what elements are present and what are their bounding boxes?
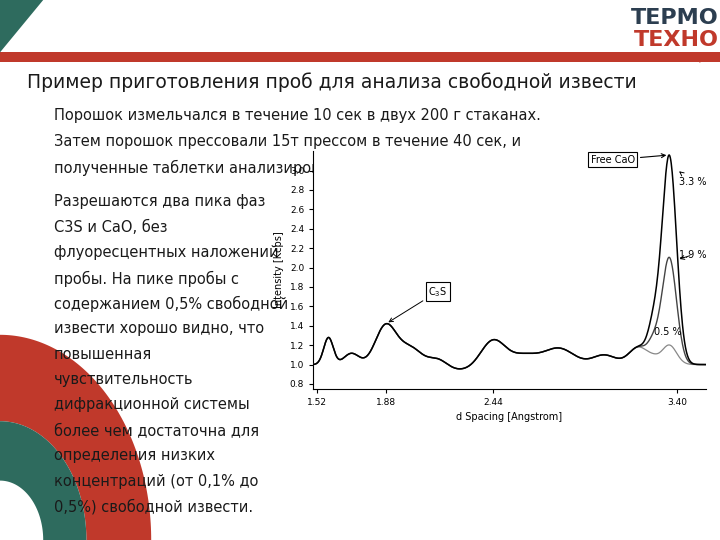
Text: ТЕХНО: ТЕХНО xyxy=(634,30,719,50)
Text: 3.3 %: 3.3 % xyxy=(679,172,706,187)
Text: флуоресцентных наложений: флуоресцентных наложений xyxy=(54,245,279,260)
Bar xyxy=(0,0,720,62)
Text: Free CaO: Free CaO xyxy=(590,154,665,165)
Polygon shape xyxy=(0,335,151,540)
Text: Пример приготовления проб для анализа свободной извести: Пример приготовления проб для анализа св… xyxy=(27,72,637,91)
Y-axis label: Intensity [Kcps]: Intensity [Kcps] xyxy=(274,232,284,308)
Polygon shape xyxy=(0,0,43,52)
Text: Больше чем измерение: Больше чем измерение xyxy=(641,58,719,63)
Bar xyxy=(0,52,720,62)
X-axis label: d Spacing [Angstrom]: d Spacing [Angstrom] xyxy=(456,413,562,422)
Text: определения низких: определения низких xyxy=(54,448,215,463)
Text: более чем достаточна для: более чем достаточна для xyxy=(54,423,259,438)
Text: C$_3$S: C$_3$S xyxy=(390,285,447,322)
Text: полученные таблетки анализировали на приборе ARL 9800.: полученные таблетки анализировали на при… xyxy=(54,160,520,176)
Text: Порошок измельчался в течение 10 сек в двух 200 г стаканах.: Порошок измельчался в течение 10 сек в д… xyxy=(54,108,541,123)
Text: повышенная: повышенная xyxy=(54,347,152,362)
Text: C3S и CaO, без: C3S и CaO, без xyxy=(54,220,168,235)
Polygon shape xyxy=(0,421,86,540)
Text: чувствительность: чувствительность xyxy=(54,372,194,387)
Text: Разрешаются два пика фаз: Разрешаются два пика фаз xyxy=(54,194,266,210)
Text: концентраций (от 0,1% до: концентраций (от 0,1% до xyxy=(54,474,258,489)
Text: 0,5%) свободной извести.: 0,5%) свободной извести. xyxy=(54,499,253,515)
Text: ТЕРМО: ТЕРМО xyxy=(631,8,719,28)
Text: дифракционной системы: дифракционной системы xyxy=(54,397,250,413)
Text: 1.9 %: 1.9 % xyxy=(679,250,706,260)
Text: 0.5 %: 0.5 % xyxy=(654,327,682,338)
Text: содержанием 0,5% свободной: содержанием 0,5% свободной xyxy=(54,296,288,312)
Text: пробы. На пике пробы с: пробы. На пике пробы с xyxy=(54,271,239,287)
Text: извести хорошо видно, что: извести хорошо видно, что xyxy=(54,321,264,336)
Text: Затем порошок прессовали 15т прессом в течение 40 сек, и: Затем порошок прессовали 15т прессом в т… xyxy=(54,134,521,149)
